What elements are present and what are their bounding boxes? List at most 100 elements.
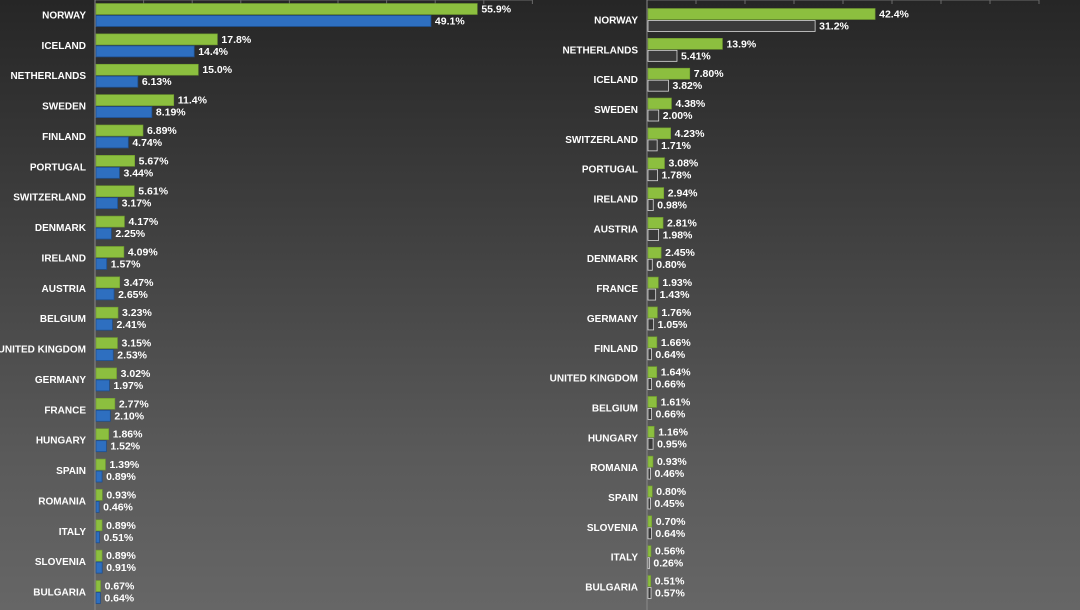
- left-value-label-a-portugal: 5.67%: [139, 155, 169, 167]
- right-bar-b-italy: [647, 557, 650, 570]
- right-value-label-a-france: 1.93%: [662, 277, 692, 289]
- right-category-label-germany: GERMANY: [587, 314, 638, 325]
- left-value-label-a-hungary: 1.86%: [113, 429, 143, 441]
- right-category-label-denmark: DENMARK: [587, 254, 639, 265]
- left-category-label-france: FRANCE: [44, 405, 86, 416]
- right-bar-b-finland: [647, 348, 652, 361]
- right-value-label-b-bulgaria: 0.57%: [655, 588, 685, 600]
- right-value-label-b-austria: 1.98%: [663, 229, 693, 241]
- left-category-label-germany: GERMANY: [35, 375, 86, 386]
- right-bar-b-hungary: [647, 437, 654, 450]
- left-category-label-united-kingdom: UNITED KINGDOM: [0, 345, 86, 356]
- left-value-label-b-sweden: 8.19%: [156, 107, 186, 119]
- left-category-label-norway: NORWAY: [42, 11, 86, 22]
- left-bar-a-denmark: [95, 215, 125, 228]
- left-value-label-a-ireland: 4.09%: [128, 246, 158, 258]
- left-bar-b-spain: [95, 470, 103, 483]
- right-bar-a-bulgaria: [647, 575, 652, 587]
- left-value-label-a-belgium: 3.23%: [122, 307, 152, 319]
- right-value-label-b-portugal: 1.78%: [662, 170, 692, 182]
- right-bar-b-france: [647, 288, 657, 301]
- left-value-label-a-romania: 0.93%: [106, 489, 136, 501]
- right-value-label-b-germany: 1.05%: [658, 319, 688, 331]
- left-bar-a-iceland: [95, 33, 218, 46]
- right-value-label-a-sweden: 4.38%: [675, 98, 705, 110]
- right-bar-b-norway: [647, 20, 816, 32]
- left-bar-a-romania: [95, 489, 103, 501]
- left-category-label-bulgaria: BULGARIA: [33, 588, 86, 599]
- right-category-label-iceland: ICELAND: [594, 75, 638, 86]
- right-bar-a-ireland: [647, 187, 665, 199]
- right-bar-a-romania: [647, 455, 654, 468]
- left-value-label-a-denmark: 4.17%: [128, 216, 158, 228]
- right-bar-b-belgium: [647, 408, 652, 420]
- right-bar-a-sweden: [647, 97, 672, 110]
- right-value-label-b-iceland: 3.82%: [672, 80, 702, 92]
- left-bar-b-norway: [95, 15, 432, 27]
- left-value-label-b-switzerland: 3.17%: [122, 198, 152, 210]
- left-value-label-b-austria: 2.65%: [118, 289, 148, 301]
- left-bar-b-portugal: [95, 166, 120, 179]
- right-value-label-b-romania: 0.46%: [654, 468, 684, 480]
- left-value-label-b-finland: 4.74%: [132, 137, 162, 149]
- right-category-label-sweden: SWEDEN: [594, 105, 638, 116]
- left-value-label-b-germany: 1.97%: [113, 380, 143, 392]
- left-bar-b-belgium: [95, 318, 113, 331]
- left-bar-a-norway: [95, 3, 478, 15]
- right-value-label-b-switzerland: 1.71%: [661, 140, 691, 152]
- right-bar-a-united-kingdom: [647, 366, 658, 378]
- left-bar-b-finland: [95, 136, 129, 149]
- left-bar-b-sweden: [95, 106, 153, 119]
- left-bar-a-germany: [95, 367, 117, 380]
- right-bar-a-germany: [647, 306, 658, 319]
- right-bar-b-sweden: [647, 109, 660, 122]
- right-category-label-hungary: HUNGARY: [588, 433, 639, 444]
- right-value-label-a-germany: 1.76%: [661, 307, 691, 319]
- left-value-label-b-ireland: 1.57%: [111, 258, 141, 270]
- right-bar-b-romania: [647, 467, 651, 480]
- left-value-label-a-bulgaria: 0.67%: [105, 581, 135, 593]
- left-value-label-a-sweden: 11.4%: [178, 95, 208, 107]
- right-value-label-a-denmark: 2.45%: [665, 247, 695, 259]
- right-value-label-b-france: 1.43%: [660, 289, 690, 301]
- left-value-label-b-iceland: 14.4%: [198, 46, 228, 58]
- right-category-label-united-kingdom: UNITED KINGDOM: [550, 374, 638, 385]
- right-value-label-b-denmark: 0.80%: [656, 259, 686, 271]
- left-category-label-denmark: DENMARK: [35, 223, 87, 234]
- left-bar-a-united-kingdom: [95, 337, 118, 349]
- right-category-label-spain: SPAIN: [608, 493, 638, 504]
- left-bar-a-netherlands: [95, 63, 199, 76]
- left-value-label-b-italy: 0.51%: [103, 532, 133, 544]
- left-bar-a-austria: [95, 276, 120, 289]
- right-value-label-b-norway: 31.2%: [819, 21, 849, 33]
- right-bar-a-france: [647, 276, 659, 289]
- right-value-label-a-netherlands: 13.9%: [726, 38, 756, 50]
- left-bar-a-slovenia: [95, 549, 103, 562]
- left-value-label-a-united-kingdom: 3.15%: [121, 338, 151, 350]
- right-value-label-a-slovenia: 0.70%: [656, 516, 686, 528]
- left-category-label-iceland: ICELAND: [42, 41, 86, 52]
- left-value-label-b-norway: 49.1%: [435, 16, 465, 28]
- left-value-label-a-finland: 6.89%: [147, 125, 177, 137]
- right-category-label-bulgaria: BULGARIA: [585, 583, 638, 594]
- right-category-label-slovenia: SLOVENIA: [587, 523, 638, 534]
- right-value-label-a-austria: 2.81%: [667, 217, 697, 229]
- right-bar-b-switzerland: [647, 139, 658, 152]
- left-category-label-switzerland: SWITZERLAND: [13, 193, 86, 204]
- left-category-label-netherlands: NETHERLANDS: [10, 71, 86, 82]
- left-bar-a-france: [95, 397, 116, 410]
- left-bar-a-ireland: [95, 246, 125, 258]
- left-value-label-a-netherlands: 15.0%: [202, 64, 232, 76]
- left-bar-b-denmark: [95, 227, 112, 240]
- right-bar-a-portugal: [647, 157, 665, 170]
- right-bar-b-spain: [647, 497, 651, 510]
- left-value-label-a-italy: 0.89%: [106, 520, 136, 532]
- right-value-label-a-belgium: 1.61%: [661, 396, 691, 408]
- left-value-label-b-portugal: 3.44%: [123, 167, 153, 179]
- right-bar-a-switzerland: [647, 127, 671, 140]
- right-category-label-austria: AUSTRIA: [594, 224, 638, 235]
- left-value-label-b-hungary: 1.52%: [110, 441, 140, 453]
- right-bar-b-germany: [647, 318, 655, 331]
- left-value-label-b-netherlands: 6.13%: [142, 76, 172, 88]
- right-bar-a-hungary: [647, 425, 655, 438]
